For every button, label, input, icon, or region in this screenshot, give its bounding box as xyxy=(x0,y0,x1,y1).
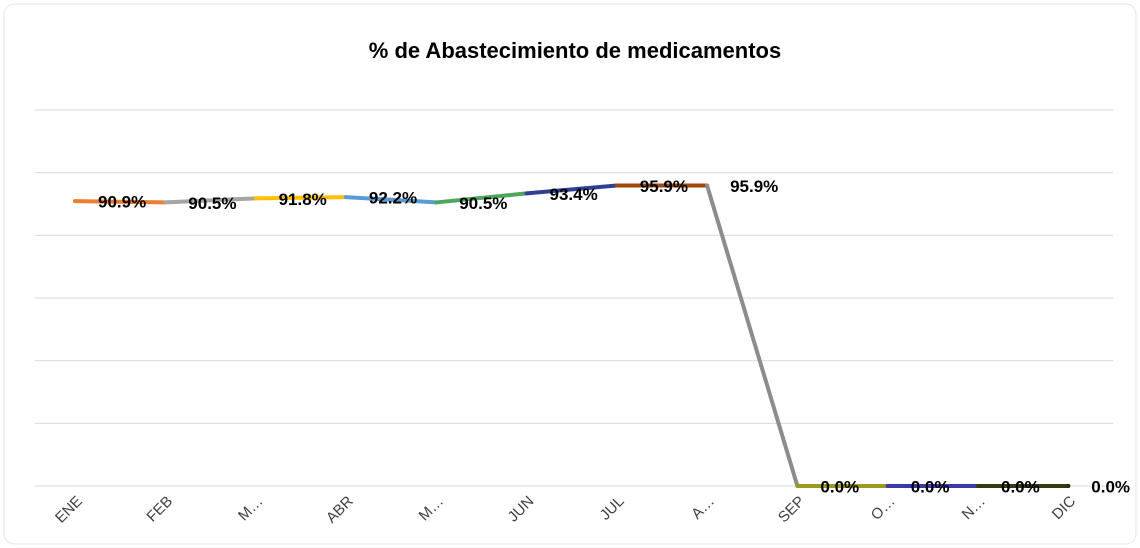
data-label: 90.5% xyxy=(459,194,507,213)
data-label: 90.5% xyxy=(188,194,236,213)
line-segment xyxy=(434,191,529,205)
data-label: 0.0% xyxy=(911,477,950,496)
chart-frame xyxy=(3,3,1137,545)
data-label: 92.2% xyxy=(369,189,417,208)
data-label: 95.9% xyxy=(730,177,778,196)
data-label: 93.4% xyxy=(550,185,598,204)
line-segment xyxy=(705,183,800,488)
line-segment xyxy=(524,183,619,196)
data-label: 90.9% xyxy=(98,193,146,212)
data-label: 0.0% xyxy=(820,477,859,496)
line-segment xyxy=(73,199,168,205)
line-end xyxy=(1066,484,1071,488)
data-label: 91.8% xyxy=(279,190,327,209)
data-label: 0.0% xyxy=(1091,477,1130,496)
data-label: 95.9% xyxy=(640,177,688,196)
line-segment xyxy=(343,195,439,205)
data-label: 0.0% xyxy=(1001,477,1040,496)
line-segment xyxy=(253,195,348,201)
chart-title: % de Abastecimiento de medicamentos xyxy=(369,38,781,63)
line-segment xyxy=(163,196,258,205)
